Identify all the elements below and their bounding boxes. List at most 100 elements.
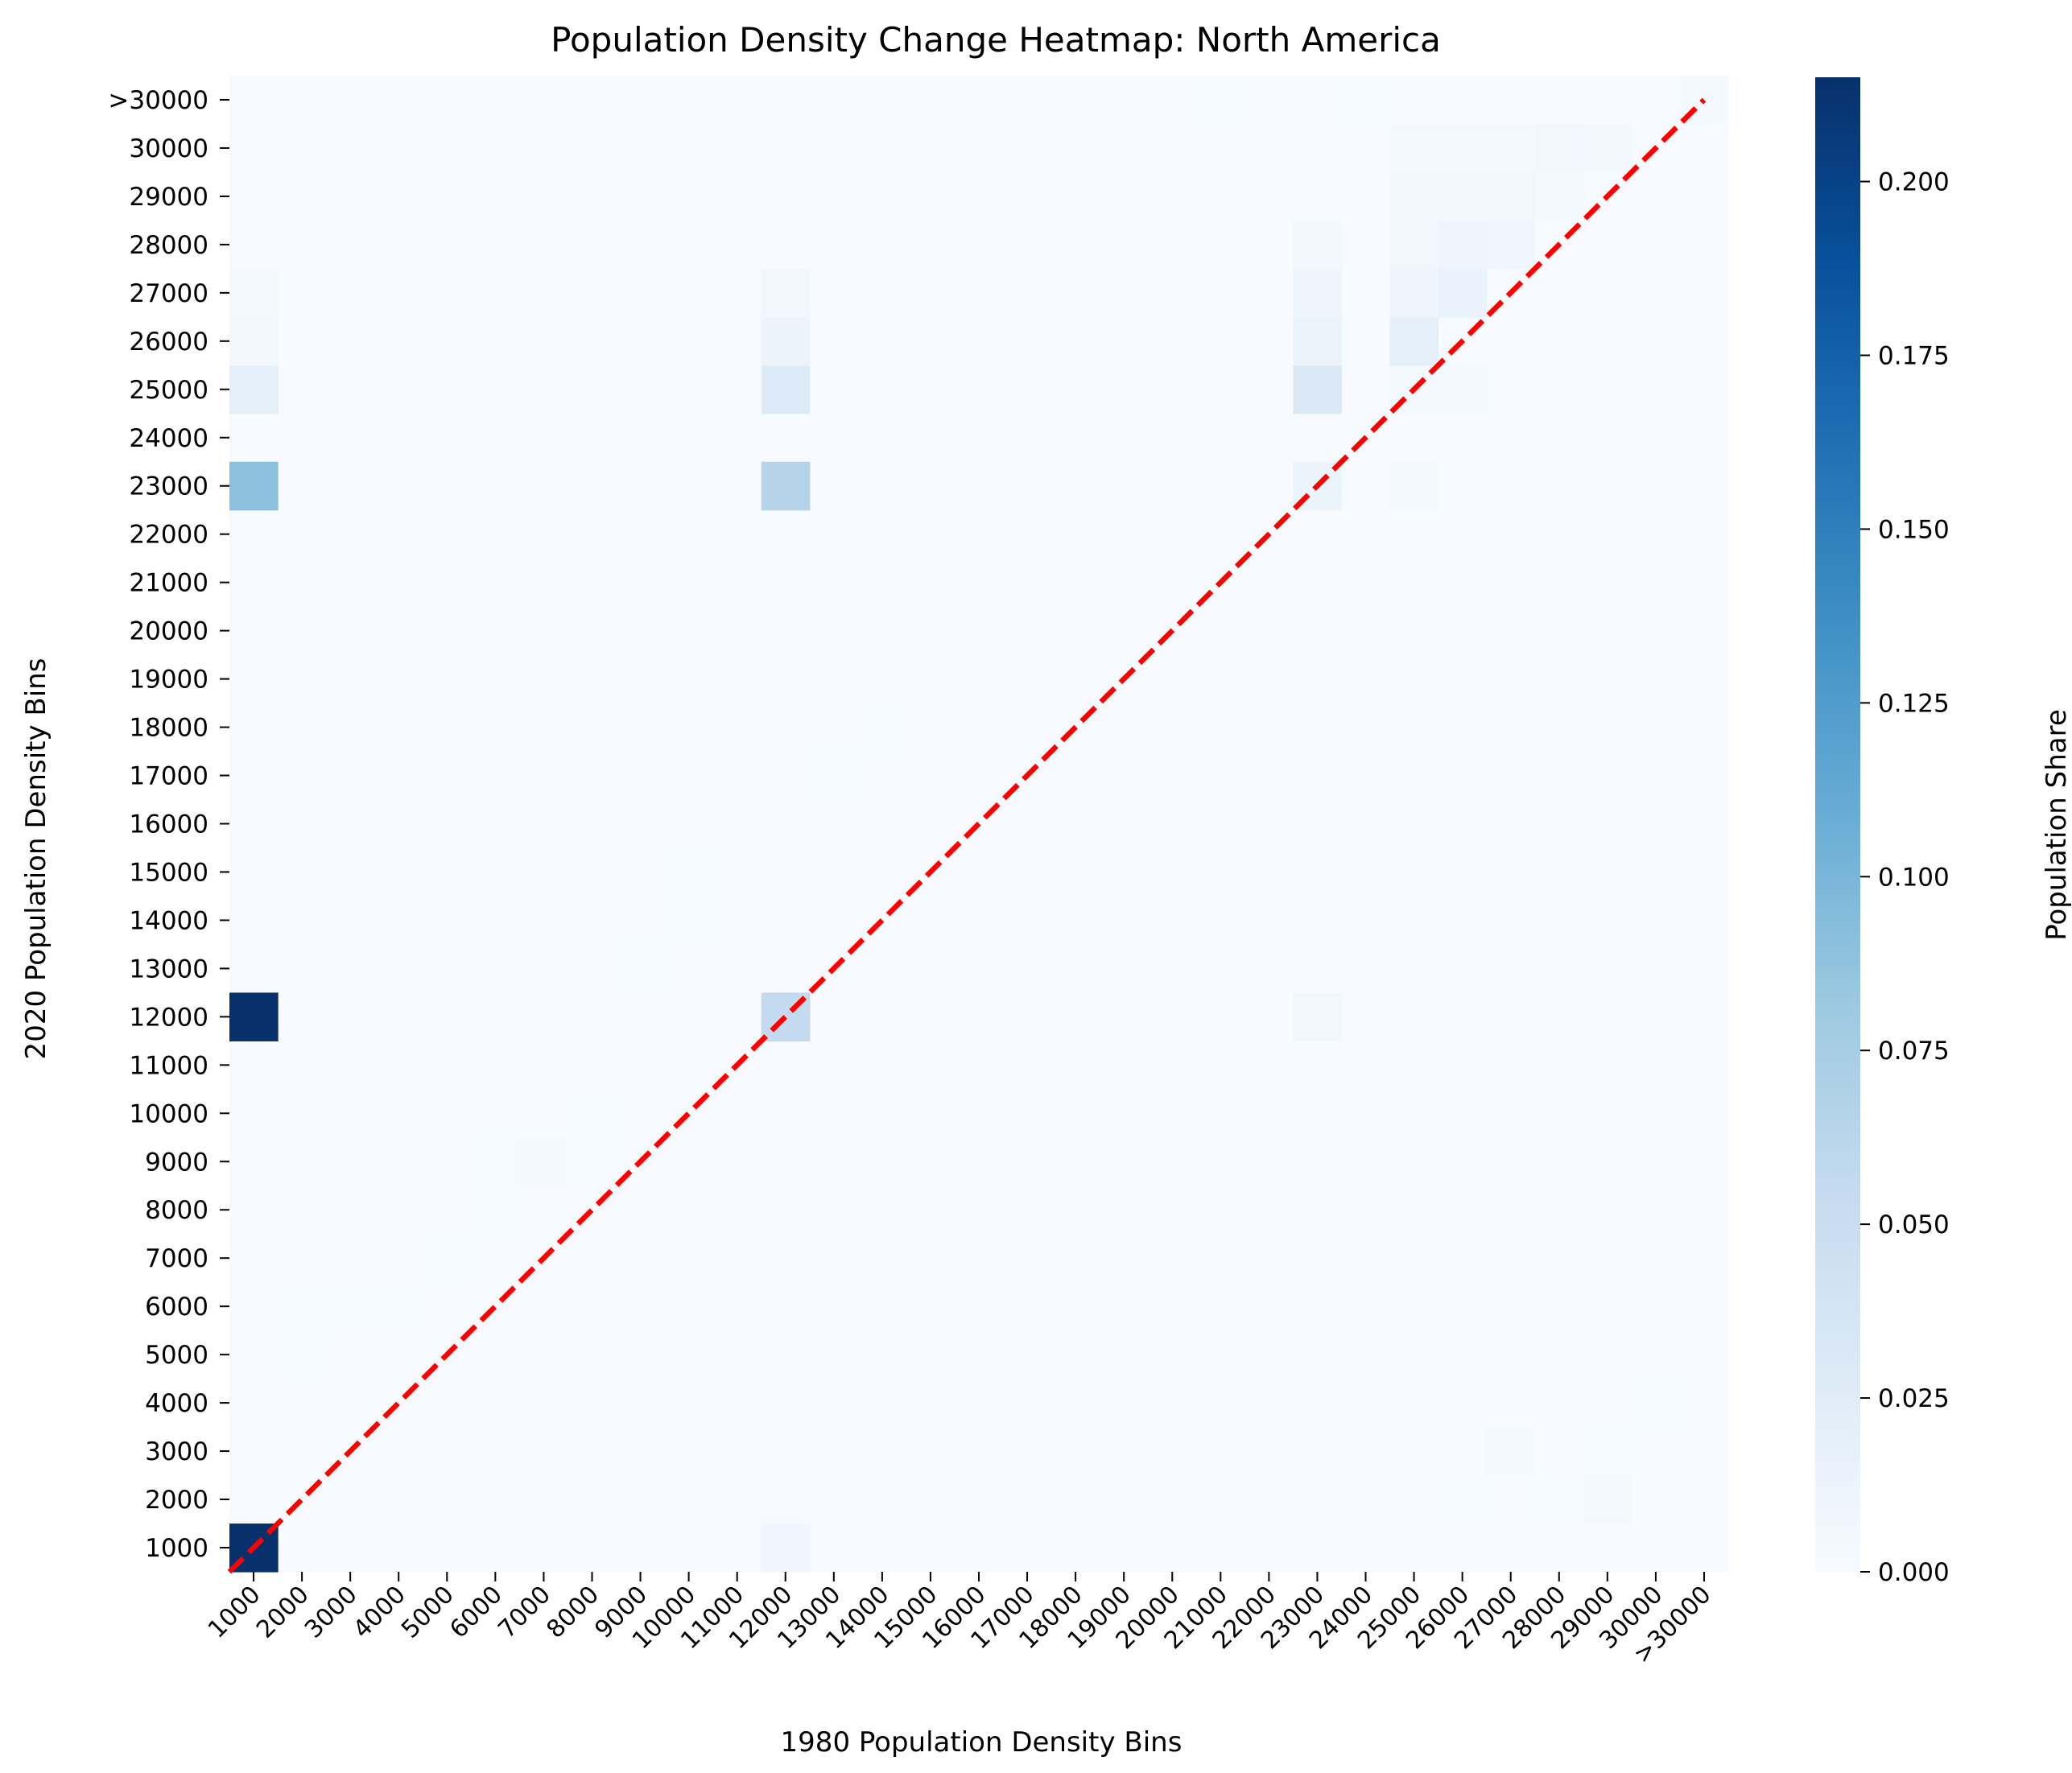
heatmap-cell bbox=[1486, 1427, 1536, 1476]
heatmap-cell bbox=[1293, 365, 1343, 414]
x-tick-label: 3000 bbox=[299, 1581, 363, 1644]
heatmap-cell bbox=[1389, 220, 1439, 270]
heatmap-cell bbox=[1438, 268, 1488, 318]
heatmap-cell bbox=[229, 268, 279, 318]
y-tick-label: 1000 bbox=[145, 1534, 208, 1563]
heatmap-cell bbox=[1534, 123, 1584, 173]
y-tick-label: 24000 bbox=[129, 424, 208, 453]
y-tick-label: 27000 bbox=[129, 279, 208, 308]
heatmap-cell bbox=[761, 316, 811, 366]
heatmap-cell bbox=[1293, 992, 1343, 1041]
y-axis-label: 2020 Population Density Bins bbox=[20, 658, 52, 1060]
heatmap-cell bbox=[519, 1137, 569, 1186]
heatmap-cell bbox=[568, 1137, 617, 1186]
colorbar-tick-label: 0.200 bbox=[1878, 168, 1950, 197]
y-tick-label: 22000 bbox=[129, 521, 208, 550]
heatmap-cell bbox=[761, 461, 811, 511]
heatmap-cell bbox=[1293, 316, 1343, 366]
heatmap-cell bbox=[374, 1282, 423, 1331]
heatmap-cell bbox=[1583, 1475, 1632, 1524]
heatmap-cell bbox=[1534, 1475, 1584, 1524]
heatmap-cell bbox=[1486, 171, 1536, 221]
heatmap-cell bbox=[664, 896, 714, 946]
heatmap-cell bbox=[1486, 220, 1536, 270]
x-tick-label: 7000 bbox=[493, 1581, 556, 1644]
colorbar-ticks: 0.000 0.025 0.050 0.075 0.100 0.125 0.150 0.175… bbox=[1860, 168, 1950, 1587]
y-tick-label: 19000 bbox=[129, 666, 208, 695]
y-tick-label: 18000 bbox=[129, 714, 208, 743]
y-tick-label: 20000 bbox=[129, 617, 208, 646]
colorbar-tick-label: 0.100 bbox=[1878, 863, 1950, 892]
heatmap-cell bbox=[229, 316, 279, 366]
y-tick-label: 12000 bbox=[129, 1003, 208, 1032]
colorbar-label: Population Share bbox=[2041, 709, 2072, 941]
colorbar-tick-label: 0.125 bbox=[1878, 689, 1950, 718]
heatmap-cell bbox=[1534, 171, 1584, 221]
y-tick-label: 8000 bbox=[145, 1196, 208, 1225]
y-tick-label: 25000 bbox=[129, 376, 208, 405]
colorbar-tick-label: 0.150 bbox=[1878, 515, 1950, 544]
y-tick-label: 15000 bbox=[129, 858, 208, 887]
y-tick-label: 6000 bbox=[145, 1293, 208, 1322]
heatmap-cell bbox=[568, 1089, 617, 1138]
heatmap-cell bbox=[1341, 76, 1391, 125]
y-tick-label: 26000 bbox=[129, 328, 208, 357]
heatmap-cell bbox=[1486, 123, 1536, 173]
colorbar-tick-label: 0.025 bbox=[1878, 1384, 1950, 1413]
heatmap-cell bbox=[1583, 123, 1632, 173]
heatmap-cell bbox=[761, 365, 811, 414]
y-tick-label: 21000 bbox=[129, 569, 208, 598]
y-tick-label: 9000 bbox=[145, 1148, 208, 1177]
colorbar-tick-label: 0.050 bbox=[1878, 1210, 1950, 1239]
heatmap-cell bbox=[664, 847, 714, 897]
heatmap-cell bbox=[761, 268, 811, 318]
heatmap-cell bbox=[1438, 123, 1488, 173]
colorbar-tick-label: 0.075 bbox=[1878, 1037, 1950, 1066]
heatmap-cell bbox=[1293, 268, 1343, 318]
heatmap-cell bbox=[857, 703, 907, 752]
y-tick-label: 10000 bbox=[129, 1099, 208, 1128]
y-tick-label: 17000 bbox=[129, 762, 208, 791]
x-axis: 1000200030004000500060007000800090001000… bbox=[203, 1572, 1717, 1669]
x-tick-label: 2000 bbox=[251, 1581, 315, 1644]
x-tick-label: 4000 bbox=[348, 1581, 411, 1644]
chart-title: Population Density Change Heatmap: North… bbox=[551, 20, 1441, 60]
heatmap-cell bbox=[229, 992, 279, 1041]
heatmap-cell bbox=[1438, 365, 1488, 414]
heatmap-cell bbox=[278, 1330, 327, 1379]
colorbar-tick-label: 0.000 bbox=[1878, 1558, 1950, 1587]
x-axis-label: 1980 Population Density Bins bbox=[781, 1726, 1183, 1759]
heatmap-cell bbox=[471, 1137, 520, 1186]
y-tick-label: 30000 bbox=[129, 134, 208, 163]
y-tick-label: 23000 bbox=[129, 472, 208, 501]
y-tick-label: 3000 bbox=[145, 1437, 208, 1466]
x-tick-label: 5000 bbox=[396, 1581, 460, 1644]
heatmap-cell bbox=[229, 365, 279, 414]
y-tick-label: 14000 bbox=[129, 906, 208, 935]
heatmap-cell bbox=[1438, 171, 1488, 221]
heatmap-cell bbox=[1389, 171, 1439, 221]
heatmap-cell bbox=[1389, 123, 1439, 173]
y-tick-label: 13000 bbox=[129, 955, 208, 983]
heatmap-cell bbox=[278, 1282, 327, 1331]
heatmap-cell bbox=[1196, 76, 1245, 125]
heatmap-cell bbox=[1389, 316, 1439, 366]
heatmap-cell bbox=[423, 1234, 472, 1283]
heatmap-cell bbox=[1438, 220, 1488, 270]
heatmap-cell bbox=[761, 1524, 811, 1573]
y-tick-label: 28000 bbox=[129, 231, 208, 260]
heatmap-cell bbox=[616, 944, 666, 993]
heatmap-cell bbox=[1293, 220, 1343, 270]
heatmap-cell bbox=[326, 1282, 375, 1331]
x-tick-label: 1000 bbox=[203, 1581, 266, 1644]
y-tick-label: >30000 bbox=[108, 86, 208, 115]
heatmap-cell bbox=[471, 1185, 520, 1235]
diagonal-reference-line bbox=[227, 97, 1707, 1574]
y-axis: 1000 2000 3000 4000 5000 6000 7000 8000 9000 1000… bbox=[108, 86, 229, 1563]
heatmap-cell bbox=[1389, 268, 1439, 318]
y-tick-label: 2000 bbox=[145, 1486, 208, 1515]
heatmap-cell bbox=[1583, 1427, 1632, 1476]
y-tick-label: 4000 bbox=[145, 1389, 208, 1418]
heatmap-cell bbox=[229, 461, 279, 511]
